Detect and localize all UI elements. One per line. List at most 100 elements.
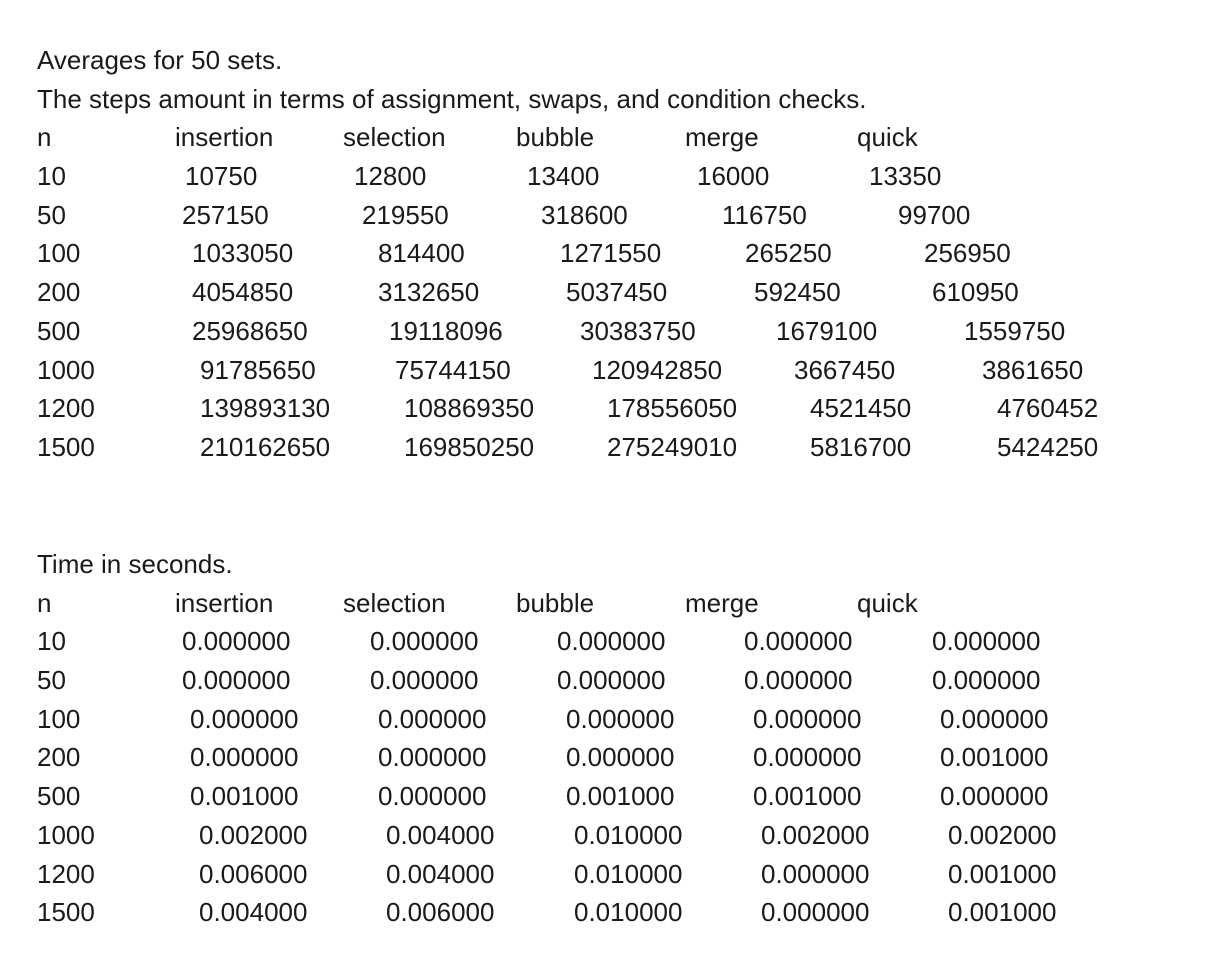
time-cell-bubble: 0.010000 (574, 897, 683, 927)
steps-cell-bubble: 5037450 (566, 277, 668, 307)
time-cell-selection: 0.006000 (386, 897, 495, 927)
steps-cell-selection: 108869350 (404, 393, 535, 423)
time-cell-selection: 0.000000 (370, 626, 479, 656)
steps-cell-merge: 592450 (754, 277, 841, 307)
time-cell-insertion: 0.002000 (199, 820, 308, 850)
steps-cell-quick: 610950 (932, 277, 1019, 307)
steps-cell-merge: 16000 (697, 161, 770, 191)
time-header-bubble: bubble (516, 588, 595, 618)
time-cell-selection: 0.004000 (386, 820, 495, 850)
steps-cell-insertion: 91785650 (200, 355, 316, 385)
time-header-merge: merge (685, 588, 759, 618)
steps-cell-bubble: 1271550 (560, 238, 662, 268)
steps-cell-n: 100 (37, 238, 81, 268)
steps-cell-n: 50 (37, 200, 66, 230)
time-cell-quick: 0.000000 (932, 626, 1041, 656)
time-cell-insertion: 0.006000 (199, 859, 308, 889)
steps-header-n: n (37, 122, 52, 152)
steps-cell-bubble: 30383750 (580, 316, 696, 346)
steps-title: Averages for 50 sets. (37, 45, 283, 75)
time-header-selection: selection (343, 588, 446, 618)
time-cell-n: 50 (37, 665, 66, 695)
time-cell-merge: 0.000000 (744, 626, 853, 656)
time-cell-quick: 0.001000 (948, 897, 1057, 927)
time-cell-bubble: 0.010000 (574, 859, 683, 889)
time-cell-bubble: 0.000000 (557, 665, 666, 695)
steps-cell-selection: 169850250 (404, 432, 535, 462)
steps-header-quick: quick (857, 122, 918, 152)
time-cell-bubble: 0.000000 (566, 742, 675, 772)
steps-header-selection: selection (343, 122, 446, 152)
steps-cell-insertion: 4054850 (192, 277, 294, 307)
time-cell-merge: 0.000000 (753, 704, 862, 734)
steps-cell-n: 1000 (37, 355, 95, 385)
time-cell-selection: 0.000000 (378, 781, 487, 811)
steps-cell-bubble: 178556050 (607, 393, 738, 423)
steps-cell-insertion: 1033050 (192, 238, 294, 268)
time-cell-selection: 0.000000 (378, 742, 487, 772)
steps-cell-bubble: 120942850 (592, 355, 723, 385)
steps-cell-insertion: 210162650 (200, 432, 331, 462)
time-cell-bubble: 0.000000 (566, 704, 675, 734)
time-cell-merge: 0.001000 (753, 781, 862, 811)
steps-cell-insertion: 25968650 (192, 316, 308, 346)
time-cell-insertion: 0.000000 (182, 665, 291, 695)
steps-cell-merge: 265250 (745, 238, 832, 268)
time-cell-merge: 0.000000 (753, 742, 862, 772)
time-cell-insertion: 0.000000 (190, 704, 299, 734)
steps-cell-bubble: 13400 (527, 161, 600, 191)
time-header-n: n (37, 588, 52, 618)
steps-header-merge: merge (685, 122, 759, 152)
time-header-quick: quick (857, 588, 918, 618)
time-cell-quick: 0.001000 (940, 742, 1049, 772)
steps-cell-merge: 5816700 (810, 432, 912, 462)
time-cell-bubble: 0.010000 (574, 820, 683, 850)
time-cell-quick: 0.002000 (948, 820, 1057, 850)
time-cell-merge: 0.000000 (744, 665, 853, 695)
steps-cell-n: 10 (37, 161, 66, 191)
steps-header-insertion: insertion (175, 122, 274, 152)
steps-cell-quick: 99700 (898, 200, 971, 230)
time-cell-n: 1000 (37, 820, 95, 850)
time-cell-n: 500 (37, 781, 81, 811)
steps-subtitle: The steps amount in terms of assignment,… (37, 84, 867, 114)
steps-cell-insertion: 139893130 (200, 393, 331, 423)
time-cell-n: 200 (37, 742, 81, 772)
time-header-insertion: insertion (175, 588, 274, 618)
steps-cell-merge: 4521450 (810, 393, 912, 423)
steps-cell-selection: 12800 (354, 161, 427, 191)
time-cell-n: 100 (37, 704, 81, 734)
steps-cell-insertion: 257150 (182, 200, 269, 230)
time-cell-quick: 0.001000 (948, 859, 1057, 889)
steps-cell-n: 200 (37, 277, 81, 307)
steps-header-bubble: bubble (516, 122, 595, 152)
steps-cell-quick: 4760452 (997, 393, 1099, 423)
steps-cell-selection: 3132650 (378, 277, 480, 307)
steps-cell-merge: 116750 (722, 200, 807, 230)
steps-cell-merge: 3667450 (794, 355, 896, 385)
steps-cell-bubble: 318600 (541, 200, 628, 230)
time-cell-quick: 0.000000 (940, 704, 1049, 734)
steps-cell-selection: 75744150 (395, 355, 511, 385)
time-cell-insertion: 0.000000 (182, 626, 291, 656)
time-cell-insertion: 0.000000 (190, 742, 299, 772)
steps-cell-merge: 1679100 (776, 316, 878, 346)
time-cell-bubble: 0.000000 (557, 626, 666, 656)
time-cell-selection: 0.004000 (386, 859, 495, 889)
time-cell-selection: 0.000000 (378, 704, 487, 734)
time-cell-n: 10 (37, 626, 66, 656)
steps-cell-quick: 1559750 (964, 316, 1066, 346)
time-cell-quick: 0.000000 (940, 781, 1049, 811)
steps-cell-quick: 3861650 (982, 355, 1084, 385)
time-cell-selection: 0.000000 (370, 665, 479, 695)
steps-cell-quick: 13350 (869, 161, 942, 191)
steps-cell-selection: 219550 (362, 200, 449, 230)
steps-cell-selection: 19118096 (389, 316, 503, 346)
steps-cell-quick: 256950 (924, 238, 1011, 268)
time-title: Time in seconds. (37, 549, 233, 579)
steps-cell-n: 1200 (37, 393, 95, 423)
steps-cell-n: 1500 (37, 432, 95, 462)
time-cell-bubble: 0.001000 (566, 781, 675, 811)
steps-cell-selection: 814400 (378, 238, 465, 268)
steps-cell-n: 500 (37, 316, 81, 346)
